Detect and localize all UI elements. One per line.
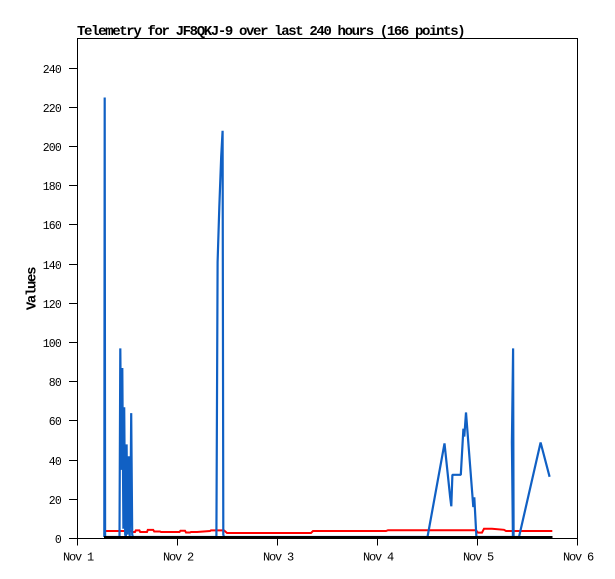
svg-text:40: 40 bbox=[49, 456, 62, 469]
svg-text:140: 140 bbox=[43, 260, 62, 273]
svg-text:Nov 1: Nov 1 bbox=[63, 551, 94, 565]
svg-text:20: 20 bbox=[49, 495, 62, 508]
svg-text:Telemetry for JF8QKJ-9 over la: Telemetry for JF8QKJ-9 over last 240 hou… bbox=[77, 24, 464, 40]
svg-text:200: 200 bbox=[43, 142, 62, 155]
svg-text:Nov 5: Nov 5 bbox=[463, 551, 494, 565]
svg-text:Nov 4: Nov 4 bbox=[363, 551, 394, 565]
svg-text:240: 240 bbox=[43, 64, 62, 77]
svg-text:0: 0 bbox=[55, 534, 62, 547]
svg-text:100: 100 bbox=[43, 338, 62, 351]
svg-text:220: 220 bbox=[43, 103, 62, 116]
svg-text:180: 180 bbox=[43, 181, 62, 194]
svg-text:60: 60 bbox=[49, 416, 62, 429]
svg-text:Nov 6: Nov 6 bbox=[563, 551, 594, 565]
svg-text:120: 120 bbox=[43, 299, 62, 312]
svg-text:Nov 3: Nov 3 bbox=[263, 551, 294, 565]
svg-text:160: 160 bbox=[43, 220, 62, 233]
svg-text:Values: Values bbox=[25, 267, 41, 310]
svg-text:Nov 2: Nov 2 bbox=[163, 551, 194, 565]
svg-text:80: 80 bbox=[49, 377, 62, 390]
